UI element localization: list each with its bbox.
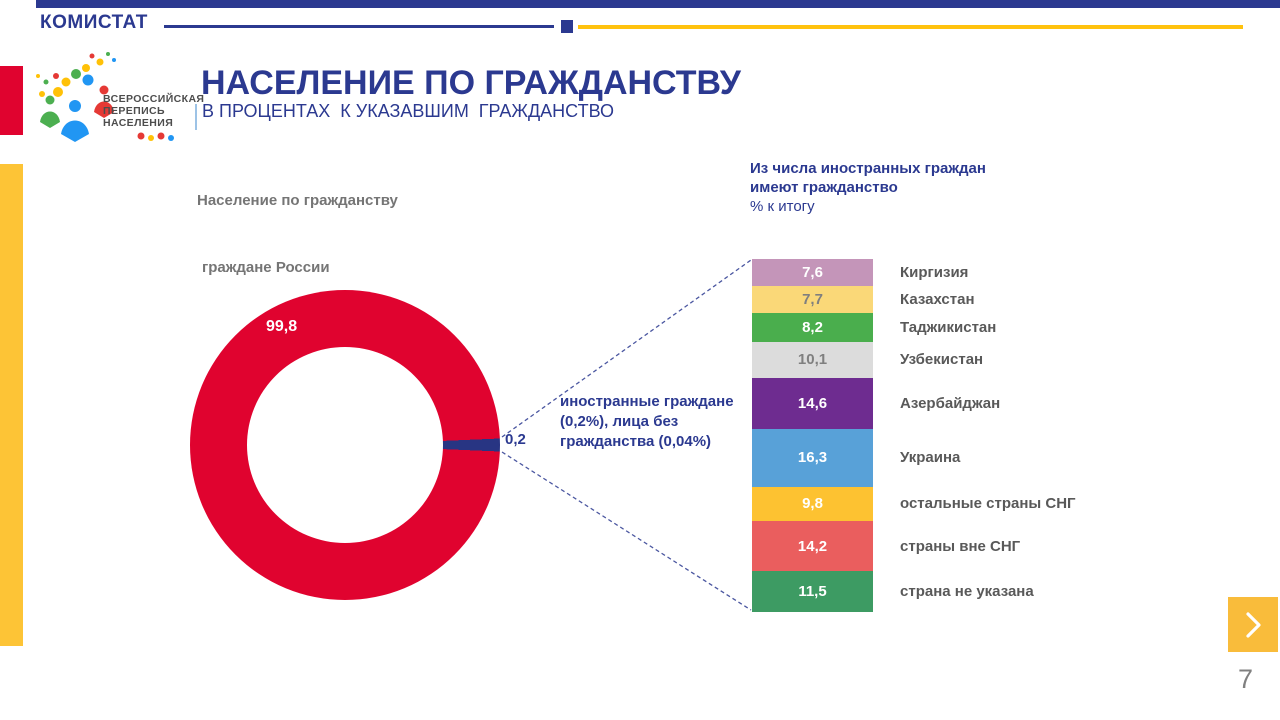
bar-segment-label: Украина [900,449,961,467]
bar-segment-label: Таджикистан [900,318,997,336]
left-yellow-strip [0,164,23,646]
bar-segment: 10,1 [752,341,873,378]
donut-value-main: 99,8 [266,318,298,335]
bar-segment-label: страны вне СНГ [900,537,1021,555]
next-slide-button[interactable] [1228,597,1278,652]
bar-heading: Из числа иностранных граждан имеют гражд… [750,159,986,216]
bar-heading-line1: Из числа иностранных граждан [750,160,986,177]
brand-name: КОМИСТАТ [40,12,148,33]
foreign-citizens-callout: иностранные граждане (0,2%), лица без гр… [560,392,752,452]
bar-heading-line2: имеют гражданство [750,179,898,196]
census-logo-text: ВСЕРОССИЙСКАЯ ПЕРЕПИСЬ НАСЕЛЕНИЯ [103,93,205,129]
left-red-strip [0,66,23,135]
bar-segment: 14,2 [752,521,873,572]
bar-segment: 7,7 [752,285,873,313]
donut-value-small: 0,2 [505,431,526,448]
chevron-right-icon [1246,611,1261,638]
stacked-bar-labels: Киргизия Казахстан Таджикистан Узбекистан Аз… [900,259,1220,612]
figure-blue [61,100,89,142]
census-logo-icon [36,52,174,142]
stacked-bar-track: 7,6 7,7 8,2 10,1 14,6 16,3 9,8 14,2 11,5 [752,259,873,612]
donut-hole [247,347,443,543]
bar-segment-label: страна не указана [900,583,1034,601]
figure-green [40,95,60,128]
bar-segment: 16,3 [752,429,873,487]
page-number: 7 [1238,664,1254,694]
bar-segment-label: Узбекистан [900,351,984,369]
bar-segment-label: остальные страны СНГ [900,495,1076,513]
bar-segment: 8,2 [752,312,873,342]
donut-heading: Население по гражданству [197,192,398,209]
bar-segment-label: Азербайджан [900,394,1001,412]
header-navy-rule [164,25,554,28]
bar-segment-label: Киргизия [900,263,969,281]
figure-red [94,85,114,118]
bar-heading-units: % к итогу [750,198,815,215]
header-yellow-rule [578,25,1243,29]
title-divider [195,104,197,130]
bar-segment: 14,6 [752,377,873,430]
page-title: НАСЕЛЕНИЕ ПО ГРАЖДАНСТВУ [201,64,741,102]
header-square [561,20,573,33]
page-subtitle: В ПРОЦЕНТАХ К УКАЗАВШИМ ГРАЖДАНСТВО [202,101,614,121]
donut-slice-caption: граждане России [202,259,330,276]
top-navy-bar [36,0,1280,8]
bar-segment: 7,6 [752,259,873,286]
bar-segment: 9,8 [752,486,873,522]
bar-segment: 11,5 [752,571,873,612]
bar-segment-label: Казахстан [900,290,975,308]
donut-chart [190,290,500,600]
